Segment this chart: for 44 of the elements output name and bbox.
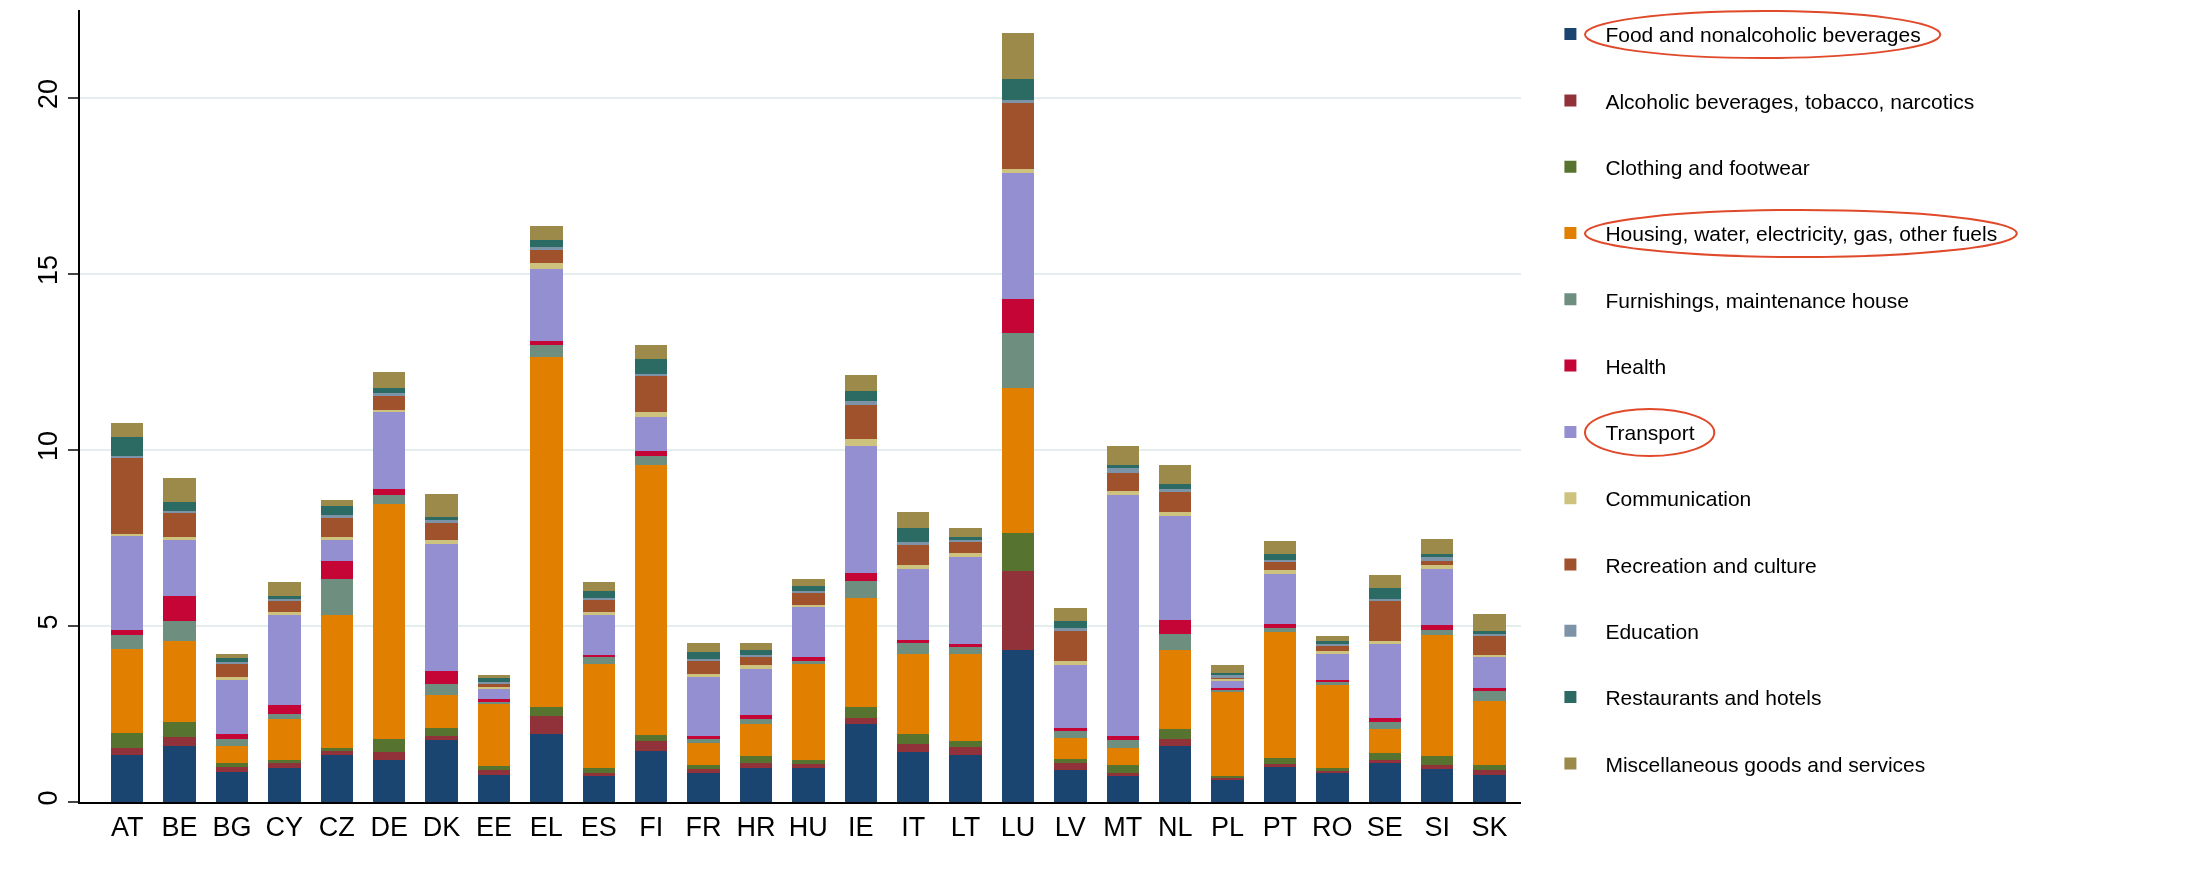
x-tick-label: LT [950, 812, 981, 843]
x-tick-label: SI [1424, 812, 1450, 843]
y-tick-label: 15 [33, 254, 64, 285]
x-tick-label: NL [1157, 812, 1193, 843]
legend-label: Recreation and culture [1605, 553, 1817, 577]
x-tick-label: HR [736, 812, 776, 843]
x-tick-label: BG [212, 812, 252, 843]
legend-label: Food and nonalcoholic beverages [1605, 23, 1921, 47]
x-tick-label: PT [1262, 812, 1298, 843]
legend-label: Furnishings, maintenance house [1605, 288, 1909, 312]
legend-label: Restaurants and hotels [1605, 686, 1822, 710]
x-tick-label: PL [1211, 812, 1245, 843]
x-tick-label: FR [685, 812, 722, 843]
x-tick-label: MT [1103, 812, 1143, 843]
x-tick-label: ES [580, 812, 617, 843]
legend-label: Transport [1605, 421, 1695, 445]
x-tick-label: CZ [318, 812, 355, 843]
x-tick-label: AT [110, 812, 144, 843]
y-tick-label: 10 [33, 430, 64, 461]
x-tick-label: FI [639, 812, 664, 843]
x-tick-label: IT [901, 812, 926, 843]
legend-label: Education [1605, 620, 1699, 643]
x-tick-label: IE [848, 812, 874, 843]
x-tick-label: SK [1471, 812, 1508, 843]
x-tick-label: CY [265, 812, 304, 843]
x-tick-label: HU [788, 812, 828, 843]
x-tick-label: DE [370, 812, 408, 843]
y-tick-label: 0 [33, 790, 64, 806]
y-tick-label: 5 [33, 614, 64, 630]
legend-label: Clothing and footwear [1605, 155, 1810, 179]
legend-label: Communication [1605, 487, 1752, 511]
x-tick-label: SE [1366, 812, 1403, 843]
x-tick-label: RO [1312, 812, 1353, 843]
x-tick-label: LU [1000, 812, 1036, 843]
legend-label: Housing, water, electricity, gas, other fuels [1605, 222, 1998, 246]
x-tick-label: EL [529, 812, 563, 843]
legend-label: Alcoholic beverages, tobacco, narcotics [1605, 89, 1975, 113]
x-tick-label: BE [161, 812, 198, 843]
x-tick-label: DK [422, 812, 461, 843]
legend-label: Health [1605, 354, 1667, 378]
x-tick-label: LV [1054, 812, 1086, 843]
y-tick-label: 20 [33, 78, 64, 109]
legend-label: Miscellaneous goods and services [1605, 752, 1926, 776]
x-tick-label: EE [475, 812, 512, 843]
